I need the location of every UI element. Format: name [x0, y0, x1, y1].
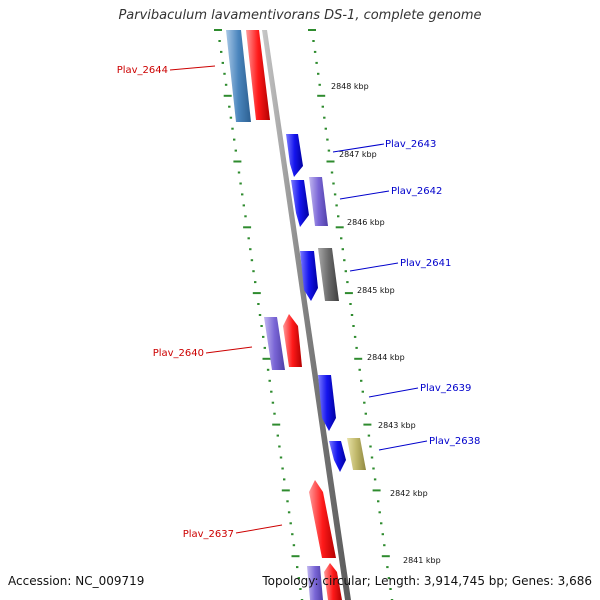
- gene-plav-2641[interactable]: [300, 248, 339, 301]
- gene-labels: Plav_2644 Plav_2643 Plav_2642 Plav_2641 …: [117, 65, 481, 540]
- gene-plav-2643[interactable]: [286, 134, 303, 177]
- scale-label: 2841 kbp: [403, 556, 441, 565]
- gene-plav-2637[interactable]: [307, 480, 342, 600]
- scale-label: 2844 kbp: [367, 353, 405, 362]
- gene-label[interactable]: Plav_2642: [391, 186, 442, 197]
- scale-labels: 2848 kbp 2847 kbp 2846 kbp 2845 kbp 2844…: [331, 82, 441, 565]
- gene-arrow-red: [283, 314, 302, 367]
- gene-arrow-blue: [318, 375, 336, 431]
- gene-block-steel: [226, 30, 251, 122]
- backbone: [262, 30, 351, 600]
- tick-line-outer: [308, 29, 394, 600]
- scale-label: 2842 kbp: [390, 489, 428, 498]
- leader-line-plav-2639: [368, 387, 419, 398]
- gene-block-red: [246, 30, 270, 120]
- leader-line-plav-2641: [349, 262, 399, 272]
- gene-arrow-blue: [291, 180, 309, 227]
- gene-block-olive: [347, 438, 366, 470]
- gene-arrow-blue: [329, 441, 346, 472]
- scale-label: 2845 kbp: [357, 286, 395, 295]
- topology-summary: Topology: circular; Length: 3,914,745 bp…: [262, 574, 592, 588]
- leader-line-plav-2642: [339, 190, 390, 200]
- leader-lines: [169, 65, 428, 534]
- map-title: Parvibaculum lavamentivorans DS-1, compl…: [118, 8, 482, 23]
- gene-block-purple: [307, 566, 323, 600]
- scale-label: 2846 kbp: [347, 218, 385, 227]
- gene-block-gray: [318, 248, 339, 301]
- gene-label[interactable]: Plav_2638: [429, 436, 480, 447]
- accession-label: Accession: NC_009719: [8, 574, 145, 588]
- gene-plav-2642[interactable]: [291, 177, 328, 227]
- gene-label[interactable]: Plav_2637: [183, 529, 234, 540]
- leader-line-plav-2638: [378, 440, 428, 451]
- gene-plav-2639[interactable]: [318, 375, 336, 431]
- leader-line-plav-2640: [205, 346, 253, 354]
- tick-line-inner: [214, 29, 304, 600]
- gene-label[interactable]: Plav_2641: [400, 258, 451, 269]
- scale-label: 2848 kbp: [331, 82, 369, 91]
- gene-plav-2644[interactable]: [226, 30, 270, 122]
- scale-label: 2843 kbp: [378, 421, 416, 430]
- leader-line-plav-2644: [169, 65, 216, 71]
- gene-label[interactable]: Plav_2643: [385, 139, 436, 150]
- gene-arrow-blue: [286, 134, 303, 177]
- gene-plav-2640[interactable]: [264, 314, 302, 370]
- gene-arrow-red: [324, 563, 342, 600]
- gene-label[interactable]: Plav_2639: [420, 383, 471, 394]
- leader-line-plav-2637: [235, 524, 283, 534]
- gene-plav-2638[interactable]: [329, 438, 366, 472]
- gene-block-purple: [309, 177, 328, 226]
- leader-line-plav-2643: [332, 143, 385, 153]
- gene-arrow-blue: [300, 251, 318, 301]
- gene-label[interactable]: Plav_2640: [153, 348, 204, 359]
- gene-block-purple: [264, 317, 285, 370]
- scale-label: 2847 kbp: [339, 150, 377, 159]
- gene-arrow-red: [309, 480, 336, 558]
- gene-label[interactable]: Plav_2644: [117, 65, 168, 76]
